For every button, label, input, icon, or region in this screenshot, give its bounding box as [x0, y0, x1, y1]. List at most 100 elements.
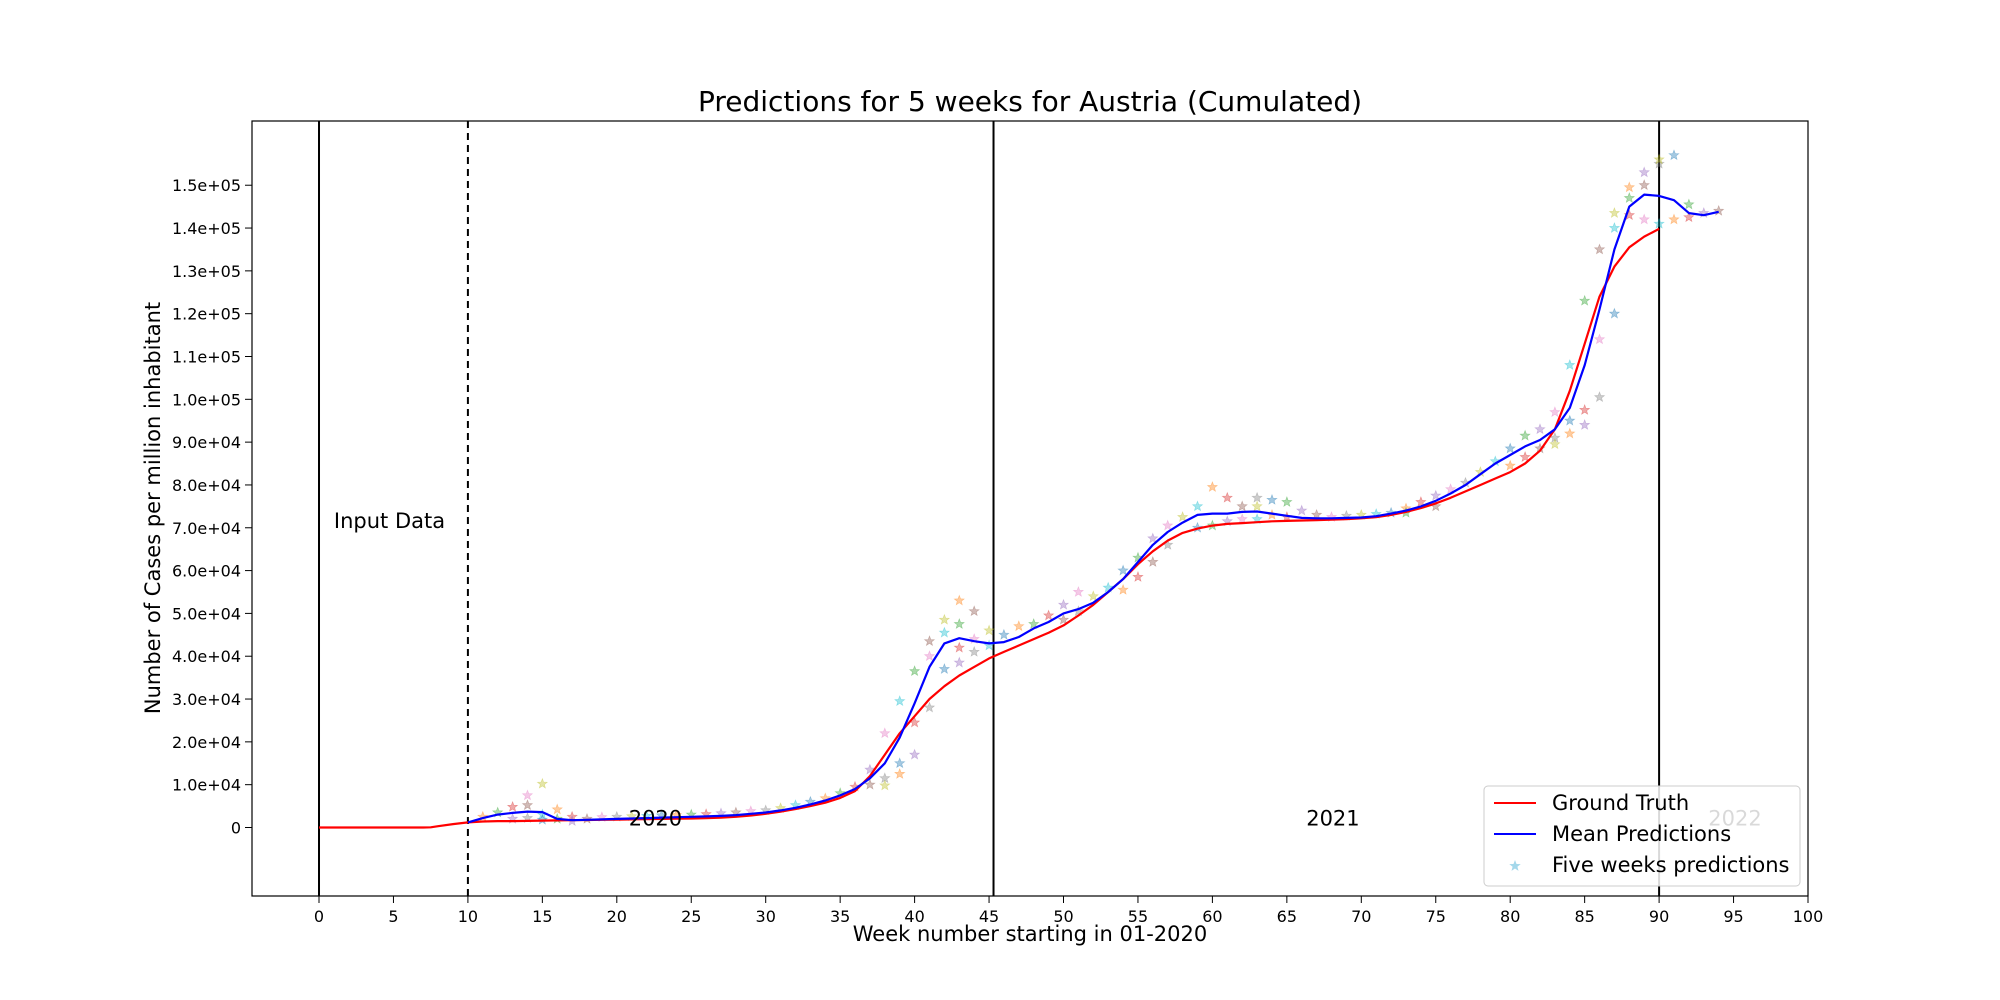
legend-label-ground-truth: Ground Truth: [1552, 791, 1689, 815]
five-weeks-prediction-point: [1563, 359, 1576, 370]
five-weeks-prediction-point: [1504, 459, 1516, 471]
five-weeks-prediction-point: [1191, 521, 1204, 533]
five-weeks-prediction-point: [1653, 157, 1665, 169]
five-weeks-prediction-point: [1132, 570, 1144, 582]
five-weeks-prediction-point: [1623, 181, 1636, 193]
five-weeks-prediction-point: [923, 650, 936, 662]
five-weeks-prediction-point: [1132, 551, 1144, 563]
five-weeks-predictions-scatter: [476, 149, 1725, 826]
five-weeks-prediction-point: [879, 727, 891, 739]
five-weeks-prediction-point: [1117, 564, 1129, 576]
y-tick-label: 8.0e+04: [172, 476, 241, 495]
annotation-2020: 2020: [629, 806, 682, 830]
x-axis-label: Week number starting in 01-2020: [853, 922, 1207, 946]
five-weeks-prediction-point: [1683, 198, 1695, 210]
x-tick-label: 45: [979, 907, 999, 926]
five-weeks-prediction-point: [864, 778, 876, 790]
y-tick-label: 1.3e+05: [172, 262, 241, 281]
x-tick-label: 5: [388, 907, 398, 926]
x-tick-label: 20: [607, 907, 627, 926]
five-weeks-prediction-point: [1638, 179, 1651, 191]
five-weeks-prediction-point: [983, 639, 995, 651]
x-tick-label: 30: [756, 907, 776, 926]
five-weeks-prediction-point: [893, 767, 906, 779]
legend-box: [1483, 785, 1801, 887]
x-tick-label: 15: [532, 907, 552, 926]
x-tick-label: 85: [1574, 907, 1594, 926]
five-weeks-prediction-point: [1251, 491, 1263, 503]
x-tick-label: 60: [1202, 907, 1222, 926]
mean-predictions-line: [467, 193, 1719, 824]
five-weeks-prediction-point: [521, 799, 534, 811]
five-weeks-prediction-point: [1429, 489, 1442, 501]
x-tick-label: 50: [1053, 907, 1073, 926]
ground-truth-line: [319, 227, 1660, 829]
y-tick-label: 1.2e+05: [172, 305, 241, 324]
five-weeks-prediction-point: [1147, 555, 1159, 567]
x-axis: 0 5 10 15 20 25 30 35 40 45 50 55 60 65 70 75 80 85 90 95 10…: [314, 896, 1823, 926]
x-tick-label: 35: [830, 907, 850, 926]
five-weeks-prediction-point: [1042, 609, 1055, 621]
five-weeks-prediction-point: [1504, 442, 1516, 454]
five-weeks-prediction-point: [1712, 204, 1725, 216]
five-weeks-prediction-point: [1608, 307, 1621, 319]
x-tick-label: 55: [1128, 907, 1148, 926]
y-axis: 0 1.0e+04 2.0e+04 3.0e+04 4.0e+04 5.0e+04 6.0e…: [172, 176, 252, 837]
y-tick-label: 7.0e+04: [172, 519, 241, 538]
five-weeks-prediction-point: [1176, 511, 1189, 522]
five-weeks-prediction-point: [923, 701, 936, 713]
five-weeks-prediction-point: [1310, 508, 1323, 520]
y-tick-label: 4.0e+04: [172, 647, 241, 666]
x-tick-label: 95: [1723, 907, 1743, 926]
five-weeks-prediction-point: [923, 635, 936, 647]
five-weeks-prediction-point: [1147, 532, 1159, 544]
five-weeks-prediction-point: [566, 810, 578, 822]
five-weeks-prediction-point: [1028, 618, 1040, 629]
five-weeks-prediction-point: [1295, 504, 1308, 516]
x-tick-label: 70: [1351, 907, 1371, 926]
five-weeks-prediction-point: [1087, 590, 1099, 602]
five-weeks-prediction-point: [1519, 451, 1531, 462]
y-tick-label: 1.4e+05: [172, 219, 241, 238]
x-tick-label: 90: [1649, 907, 1669, 926]
annotation-input-data: Input Data: [334, 509, 445, 533]
five-weeks-prediction-point: [1534, 423, 1546, 435]
y-tick-label: 1.0e+04: [172, 776, 241, 795]
five-weeks-prediction-point: [1444, 483, 1457, 495]
y-tick-label: 1.0e+05: [172, 390, 241, 409]
legend-label-mean-predictions: Mean Predictions: [1552, 822, 1731, 846]
legend-label-five-weeks: Five weeks predictions: [1552, 853, 1790, 877]
five-weeks-prediction-point: [1578, 403, 1591, 415]
five-weeks-prediction-point: [968, 605, 980, 617]
plot-frame: [251, 120, 1809, 897]
five-weeks-prediction-point: [1593, 391, 1606, 403]
five-weeks-prediction-point: [894, 695, 906, 707]
five-weeks-prediction-point: [1102, 581, 1114, 593]
x-tick-label: 75: [1426, 907, 1446, 926]
x-tick-label: 80: [1500, 907, 1520, 926]
five-weeks-prediction-point: [1236, 500, 1248, 512]
five-weeks-prediction-point: [1236, 513, 1248, 525]
five-weeks-prediction-point: [1668, 213, 1680, 225]
five-weeks-prediction-point: [953, 594, 966, 606]
five-weeks-prediction-point: [893, 757, 906, 769]
five-weeks-prediction-point: [1549, 406, 1561, 418]
five-weeks-prediction-point: [1206, 481, 1219, 492]
five-weeks-prediction-point: [1608, 207, 1621, 218]
y-tick-label: 9.0e+04: [172, 433, 241, 452]
y-tick-label: 5.0e+04: [172, 604, 241, 623]
legend: Ground Truth Mean Predictions Five weeks…: [1483, 785, 1801, 887]
five-weeks-prediction-point: [1593, 333, 1606, 345]
five-weeks-prediction-point: [1563, 414, 1576, 426]
five-weeks-prediction-point: [908, 665, 921, 677]
five-weeks-prediction-point: [1266, 493, 1278, 505]
five-weeks-prediction-point: [1608, 221, 1621, 234]
plot-area: [318, 121, 1725, 896]
five-weeks-prediction-point: [1683, 211, 1695, 223]
five-weeks-prediction-point: [1593, 243, 1606, 255]
x-tick-label: 100: [1793, 907, 1824, 926]
x-tick-label: 40: [904, 907, 924, 926]
five-weeks-prediction-point: [953, 618, 965, 629]
five-weeks-prediction-point: [953, 641, 966, 653]
